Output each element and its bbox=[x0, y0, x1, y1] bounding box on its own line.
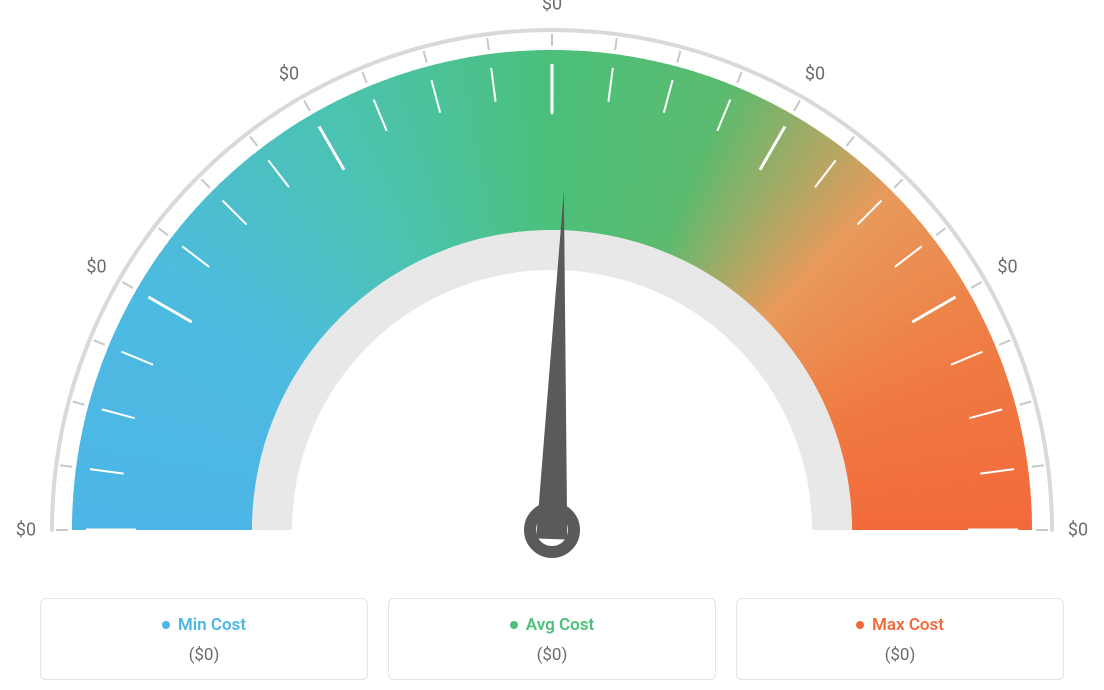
legend-label-min: Min Cost bbox=[178, 615, 246, 635]
legend-title-avg: Avg Cost bbox=[399, 615, 705, 635]
legend-value-min: ($0) bbox=[51, 645, 357, 665]
legend-label-avg: Avg Cost bbox=[526, 615, 594, 635]
legend-dot-max bbox=[856, 621, 864, 629]
gauge-scale-label: $0 bbox=[997, 257, 1017, 278]
legend-title-min: Min Cost bbox=[51, 615, 357, 635]
legend-card-avg: Avg Cost ($0) bbox=[388, 598, 716, 680]
gauge-scale-label: $0 bbox=[1068, 520, 1088, 541]
legend-dot-avg bbox=[510, 621, 518, 629]
legend-value-avg: ($0) bbox=[399, 645, 705, 665]
legend-label-max: Max Cost bbox=[872, 615, 944, 635]
legend-card-min: Min Cost ($0) bbox=[40, 598, 368, 680]
gauge-svg bbox=[32, 10, 1072, 570]
legend-card-max: Max Cost ($0) bbox=[736, 598, 1064, 680]
legend-title-max: Max Cost bbox=[747, 615, 1053, 635]
gauge-scale-label: $0 bbox=[86, 257, 106, 278]
legend-dot-min bbox=[162, 621, 170, 629]
gauge-chart: $0$0$0$0$0$0$0 bbox=[32, 10, 1072, 570]
legend-row: Min Cost ($0) Avg Cost ($0) Max Cost ($0… bbox=[0, 598, 1104, 680]
gauge-scale-label: $0 bbox=[279, 64, 299, 85]
gauge-scale-label: $0 bbox=[16, 520, 36, 541]
gauge-scale-label: $0 bbox=[805, 64, 825, 85]
legend-value-max: ($0) bbox=[747, 645, 1053, 665]
gauge-scale-label: $0 bbox=[542, 0, 562, 15]
